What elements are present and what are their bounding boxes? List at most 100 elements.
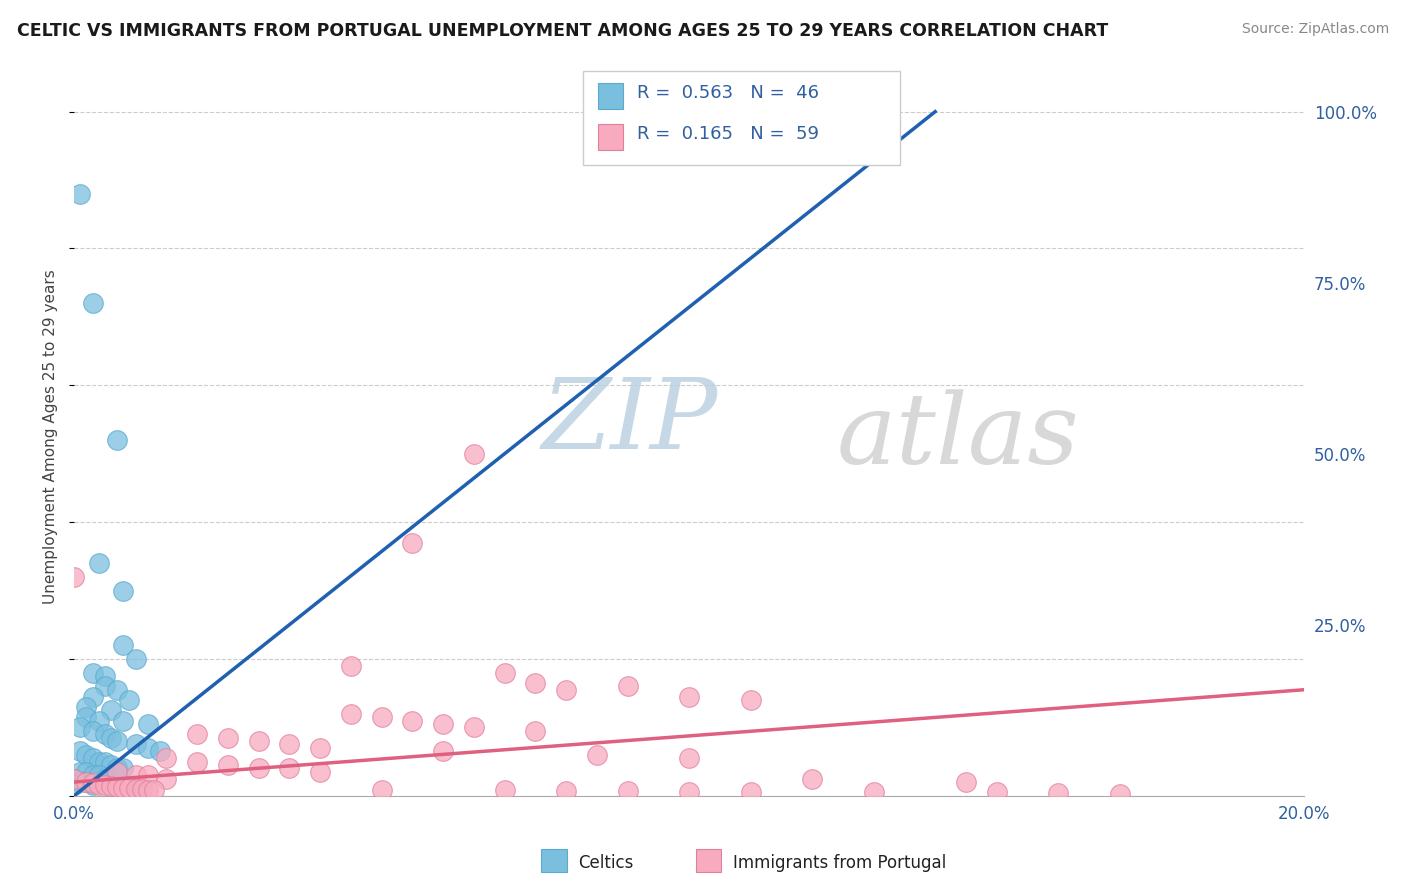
Point bbox=[87, 768, 110, 782]
Text: Immigrants from Portugal: Immigrants from Portugal bbox=[733, 855, 946, 872]
Point bbox=[862, 785, 884, 799]
Point bbox=[136, 768, 159, 782]
Point bbox=[555, 784, 578, 798]
Text: atlas: atlas bbox=[837, 389, 1080, 484]
Point bbox=[105, 764, 128, 779]
Point bbox=[112, 761, 135, 775]
Point bbox=[136, 740, 159, 755]
Point bbox=[63, 772, 86, 786]
Point bbox=[586, 747, 609, 762]
Point bbox=[247, 761, 270, 775]
Point bbox=[278, 738, 301, 752]
Point bbox=[100, 703, 122, 717]
Point bbox=[105, 433, 128, 447]
Point bbox=[678, 690, 700, 704]
Point bbox=[740, 693, 762, 707]
Point bbox=[124, 652, 146, 666]
Point bbox=[87, 714, 110, 728]
Point bbox=[82, 665, 104, 680]
Point bbox=[432, 717, 454, 731]
Point bbox=[136, 782, 159, 797]
Point bbox=[112, 638, 135, 652]
Point bbox=[87, 755, 110, 769]
Point bbox=[75, 747, 97, 762]
Point bbox=[63, 772, 86, 786]
Point bbox=[94, 779, 117, 793]
Point bbox=[94, 727, 117, 741]
Y-axis label: Unemployment Among Ages 25 to 29 years: Unemployment Among Ages 25 to 29 years bbox=[44, 269, 58, 604]
Point bbox=[678, 751, 700, 765]
Point bbox=[740, 785, 762, 799]
Point bbox=[555, 682, 578, 697]
Point bbox=[463, 720, 485, 734]
Point bbox=[124, 768, 146, 782]
Point bbox=[124, 780, 146, 795]
Text: Source: ZipAtlas.com: Source: ZipAtlas.com bbox=[1241, 22, 1389, 37]
Point bbox=[82, 690, 104, 704]
Text: R =  0.165   N =  59: R = 0.165 N = 59 bbox=[637, 126, 818, 144]
Point bbox=[155, 772, 177, 786]
Point bbox=[112, 780, 135, 795]
Point bbox=[463, 447, 485, 461]
Point bbox=[131, 781, 153, 796]
Point bbox=[105, 734, 128, 748]
Point bbox=[112, 714, 135, 728]
Point bbox=[524, 723, 547, 738]
Point bbox=[118, 693, 141, 707]
Text: CELTIC VS IMMIGRANTS FROM PORTUGAL UNEMPLOYMENT AMONG AGES 25 TO 29 YEARS CORREL: CELTIC VS IMMIGRANTS FROM PORTUGAL UNEMP… bbox=[17, 22, 1108, 40]
Text: ZIP: ZIP bbox=[541, 375, 718, 470]
Text: Celtics: Celtics bbox=[578, 855, 633, 872]
Point bbox=[82, 768, 104, 782]
Point bbox=[143, 782, 166, 797]
Point bbox=[69, 764, 91, 779]
Point bbox=[112, 583, 135, 598]
Point bbox=[69, 720, 91, 734]
Point bbox=[524, 676, 547, 690]
Point bbox=[100, 779, 122, 793]
Point bbox=[217, 758, 239, 772]
Point bbox=[217, 731, 239, 745]
Point bbox=[186, 755, 208, 769]
Point bbox=[105, 682, 128, 697]
Point bbox=[105, 780, 128, 794]
Point bbox=[340, 706, 363, 721]
Point bbox=[94, 755, 117, 769]
Point bbox=[247, 734, 270, 748]
Point bbox=[87, 556, 110, 570]
Point bbox=[118, 781, 141, 796]
Point bbox=[82, 296, 104, 310]
Point bbox=[69, 186, 91, 201]
Point bbox=[87, 778, 110, 792]
Point bbox=[309, 740, 332, 755]
Point bbox=[82, 751, 104, 765]
Point bbox=[69, 744, 91, 758]
Point bbox=[801, 772, 824, 786]
Point bbox=[69, 775, 91, 789]
Point bbox=[63, 570, 86, 584]
Point bbox=[94, 679, 117, 693]
Point bbox=[370, 710, 392, 724]
Point bbox=[82, 776, 104, 790]
Point bbox=[432, 744, 454, 758]
Text: R =  0.563   N =  46: R = 0.563 N = 46 bbox=[637, 84, 818, 102]
Point bbox=[401, 714, 423, 728]
Point bbox=[124, 738, 146, 752]
Point bbox=[136, 717, 159, 731]
Point bbox=[1047, 786, 1070, 800]
Point bbox=[82, 723, 104, 738]
Point bbox=[75, 764, 97, 779]
Point bbox=[94, 669, 117, 683]
Point bbox=[75, 710, 97, 724]
Point bbox=[75, 699, 97, 714]
Point bbox=[82, 779, 104, 793]
Point bbox=[186, 727, 208, 741]
Point bbox=[105, 761, 128, 775]
Point bbox=[1108, 787, 1130, 801]
Point bbox=[75, 775, 97, 789]
Point bbox=[401, 535, 423, 549]
Point bbox=[986, 785, 1008, 799]
Point bbox=[616, 784, 638, 798]
Point bbox=[340, 658, 363, 673]
Point bbox=[494, 783, 516, 797]
Point bbox=[494, 665, 516, 680]
